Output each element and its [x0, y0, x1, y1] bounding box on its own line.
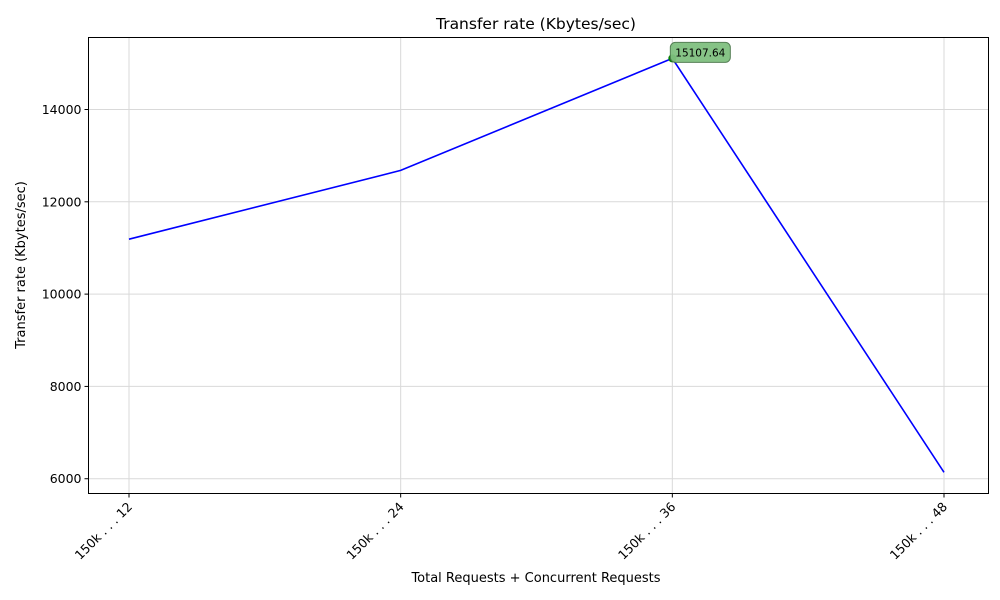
- x-tick-label: 150k . . . 36: [615, 499, 679, 563]
- chart-title: Transfer rate (Kbytes/sec): [435, 15, 636, 33]
- y-tick-label: 8000: [50, 379, 82, 394]
- y-axis-label: Transfer rate (Kbytes/sec): [14, 181, 29, 350]
- grid: [88, 37, 989, 494]
- x-tick-label: 150k . . . 24: [343, 499, 407, 563]
- y-tick-label: 14000: [42, 102, 82, 117]
- series-layer: [128, 57, 945, 473]
- series-line: [128, 57, 945, 473]
- y-tick-label: 10000: [42, 287, 82, 302]
- y-tick-label: 6000: [50, 471, 82, 486]
- plot-frame: [88, 37, 989, 494]
- y-tick-label: 12000: [42, 194, 82, 209]
- peak-annotation-box: [669, 41, 731, 63]
- x-axis-label: Total Requests + Concurrent Requests: [410, 571, 660, 586]
- peak-annotation-label: 15107.64: [675, 47, 725, 59]
- x-tick-label: 150k . . . 48: [887, 499, 951, 563]
- x-tick-label: 150k . . . 12: [72, 499, 136, 563]
- annotation-layer: 15107.64: [668, 41, 731, 63]
